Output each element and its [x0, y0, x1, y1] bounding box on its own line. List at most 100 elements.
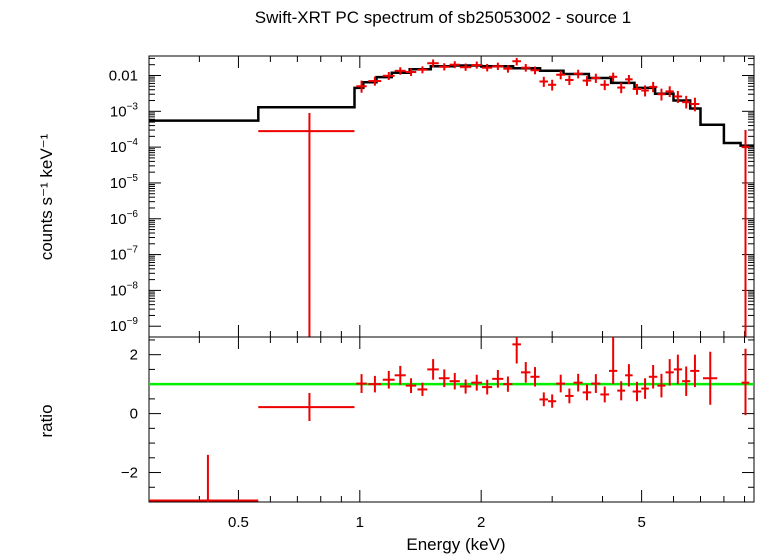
data-point	[503, 65, 513, 73]
ratio-point	[582, 384, 592, 401]
ratio-point	[573, 373, 583, 392]
x-axis-label: Energy (keV)	[406, 535, 505, 554]
y-tick-label: 10−8	[110, 280, 139, 299]
spectrum-panel-frame	[148, 55, 755, 338]
y-tick-label: 10−3	[110, 101, 139, 120]
data-point	[382, 72, 395, 80]
data-point	[512, 57, 521, 66]
ratio-point	[608, 337, 618, 385]
ratio-point	[449, 372, 460, 390]
ratio-point	[617, 381, 626, 401]
data-point	[657, 88, 666, 101]
ratio-point	[641, 378, 649, 399]
ratio-point	[648, 364, 658, 389]
data-point	[591, 73, 601, 83]
data-point	[427, 59, 439, 68]
ratio-point	[565, 388, 574, 404]
ratio-panel-frame	[148, 336, 755, 503]
ratio-point	[459, 379, 472, 394]
ratio-point	[382, 370, 395, 389]
ratio-point	[600, 386, 609, 403]
ratio-point	[149, 454, 259, 502]
ratio-point	[503, 376, 513, 392]
y-tick-label: 10−9	[110, 316, 139, 335]
data-point	[417, 66, 428, 74]
ratio-point	[482, 379, 493, 395]
ratio-point	[665, 359, 674, 386]
ratio-y-tick-label: 0	[130, 406, 138, 423]
ratio-point	[682, 366, 691, 396]
ratio-point	[438, 369, 450, 388]
ratio-point	[394, 365, 406, 385]
spectrum-panel: 0.01 10−3 10−4 10−5 10−6 10−7 10−8 10−9	[109, 55, 755, 338]
y-tick-label: 10−6	[110, 209, 139, 228]
ratio-point	[548, 394, 557, 408]
data-point	[471, 61, 483, 69]
y-tick-label: 10−5	[110, 173, 139, 192]
data-point	[530, 66, 540, 75]
ratio-point	[591, 374, 601, 393]
data-point	[449, 61, 460, 69]
data-point	[368, 76, 382, 86]
ratio-panel: 2 0 −2 0.5 1 2 5	[121, 336, 755, 531]
spectrum-y-axis-label: counts s⁻¹ keV⁻¹	[37, 133, 56, 260]
ratio-y-axis-label: ratio	[37, 404, 56, 437]
chart-title: Swift-XRT PC spectrum of sb25053002 - so…	[255, 8, 631, 27]
ratio-point	[492, 370, 504, 388]
ratio-point	[427, 359, 439, 380]
ratio-point	[258, 392, 355, 421]
y-tick-label: 0.01	[109, 67, 138, 84]
data-point	[258, 112, 355, 337]
x-tick-label: 0.5	[228, 514, 249, 531]
x-tick-label: 2	[477, 514, 485, 531]
data-point	[539, 76, 549, 87]
ratio-point	[512, 337, 521, 364]
data-point	[625, 75, 633, 85]
data-point	[741, 130, 750, 337]
y-tick-label: 10−4	[110, 137, 139, 156]
ratio-point	[471, 374, 483, 391]
ratio-point	[520, 362, 531, 383]
ratio-point	[625, 364, 633, 387]
data-point	[520, 63, 531, 72]
data-point	[682, 95, 691, 109]
model-curve	[149, 64, 754, 147]
ratio-point	[673, 354, 683, 385]
data-point	[556, 70, 566, 80]
ratio-point	[356, 374, 367, 393]
data-point	[548, 79, 557, 91]
ratio-y-tick-label: −2	[121, 465, 138, 482]
data-point	[632, 83, 642, 95]
ratio-point	[417, 382, 428, 396]
data-point	[673, 90, 683, 104]
data-point	[573, 69, 583, 79]
data-point	[438, 63, 450, 71]
data-point	[608, 72, 618, 82]
ratio-point	[690, 354, 700, 388]
data-point	[492, 62, 504, 71]
data-point	[690, 97, 700, 112]
spectrum-data-points	[258, 57, 750, 337]
data-point	[617, 82, 626, 94]
data-point	[394, 67, 406, 75]
y-tick-label: 10−7	[110, 245, 139, 264]
data-point	[459, 63, 472, 71]
data-point	[665, 86, 674, 98]
data-point	[405, 68, 417, 76]
data-point	[482, 63, 493, 72]
ratio-point	[657, 373, 666, 398]
ratio-point	[703, 351, 718, 405]
ratio-point	[539, 392, 549, 407]
data-point	[648, 81, 658, 93]
ratio-y-tick-label: 2	[130, 347, 138, 364]
data-point	[582, 76, 592, 86]
data-point	[356, 80, 367, 93]
ratio-point	[368, 375, 382, 393]
data-point	[641, 85, 649, 97]
ratio-data-points	[149, 337, 750, 502]
ratio-ticks: 2 0 −2 0.5 1 2 5	[121, 337, 754, 531]
x-tick-label: 5	[637, 514, 645, 531]
ratio-point	[405, 378, 417, 393]
data-point	[565, 75, 574, 86]
